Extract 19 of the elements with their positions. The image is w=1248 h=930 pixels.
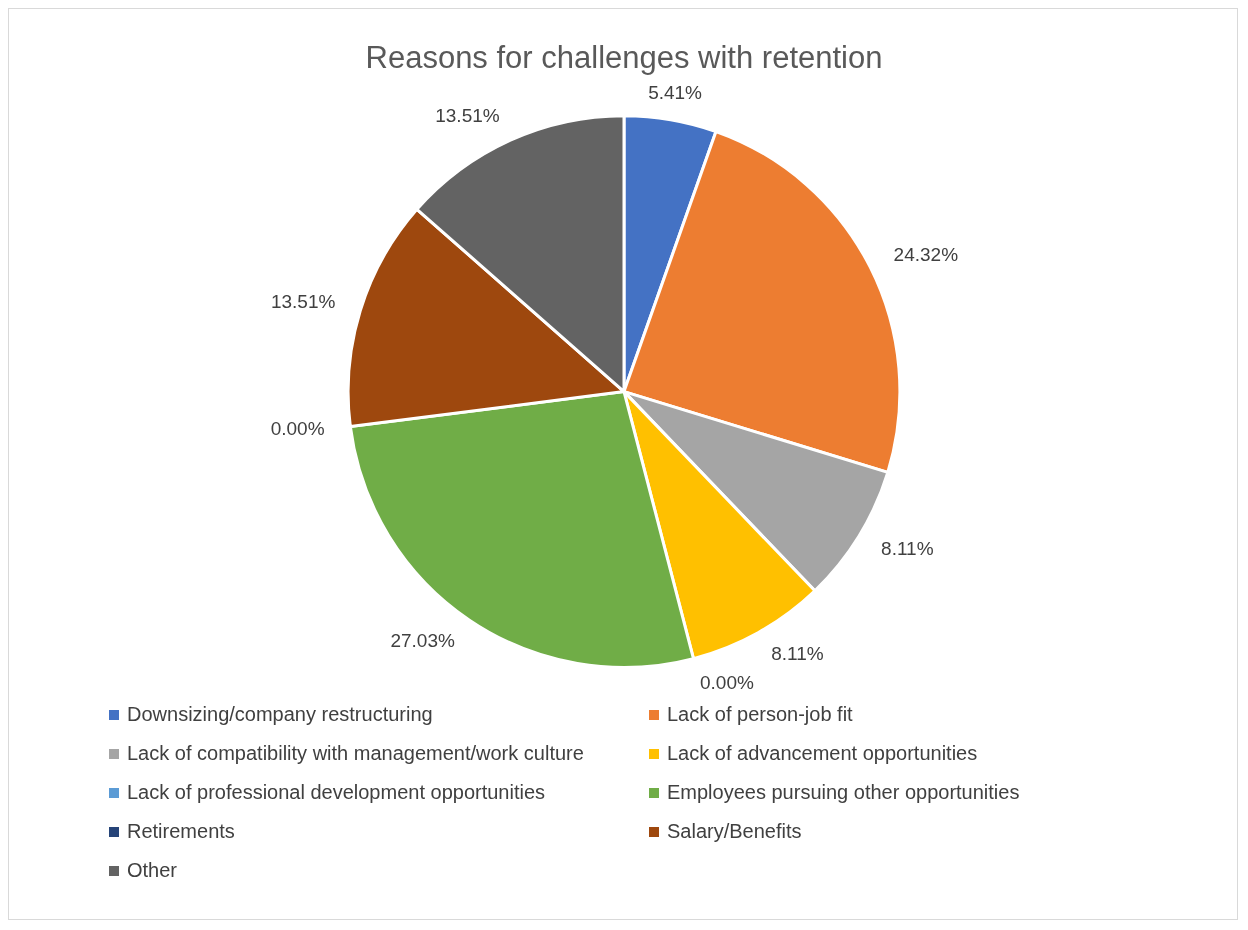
- legend-label: Lack of person-job fit: [667, 703, 853, 726]
- legend-label: Lack of professional development opportunities: [127, 781, 546, 804]
- data-label: 5.41%: [648, 82, 703, 104]
- text: 0.00%: [700, 672, 754, 694]
- data-label: 13.51%: [435, 104, 500, 126]
- legend-label: Lack of advancement opportunities: [667, 742, 978, 765]
- text: 0.00%: [270, 418, 325, 440]
- legend-label: Lack of compatibility with management/work culture: [127, 742, 584, 765]
- legend-label: Salary/Benefits: [667, 820, 802, 843]
- legend-label: Downsizing/company restructuring: [127, 703, 433, 726]
- legend-label: Retirements: [127, 820, 235, 843]
- chart-title: Reasons for challenges with retention: [365, 40, 883, 76]
- data-label: 27.03%: [390, 629, 455, 651]
- legend-label: Employees pursuing other opportunities: [667, 781, 1020, 804]
- legend-label: Other: [127, 859, 178, 882]
- data-label: 8.11%: [771, 643, 824, 665]
- data-label: 13.51%: [270, 291, 336, 313]
- data-label: 24.32%: [893, 243, 959, 265]
- data-label: 8.11%: [881, 538, 934, 560]
